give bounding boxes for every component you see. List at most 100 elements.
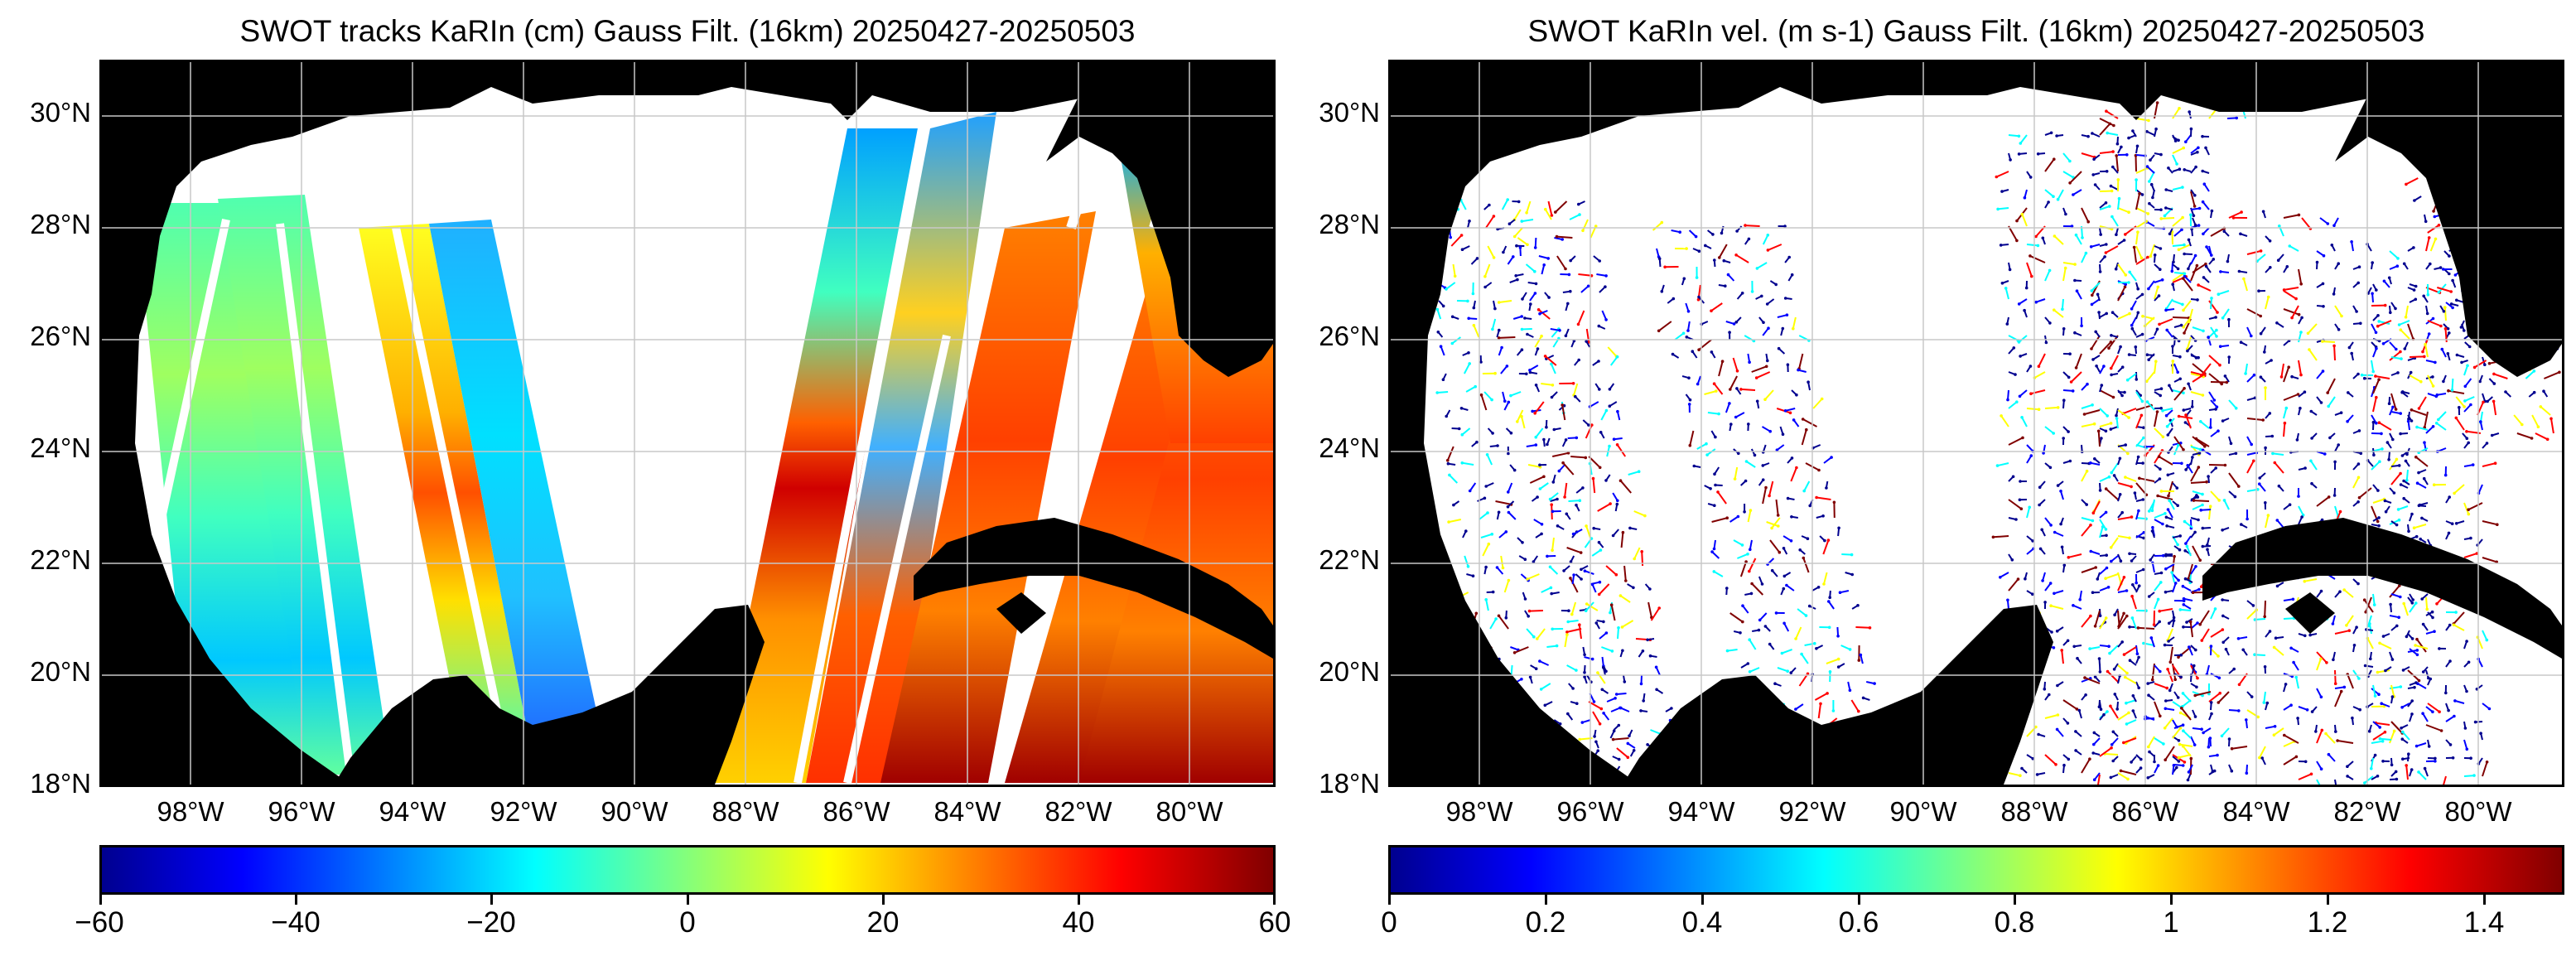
velocity-arrow-head (2141, 567, 2145, 572)
velocity-arrow-head (2155, 410, 2159, 413)
velocity-arrow-head (2014, 373, 2017, 376)
velocity-arrow-head (2048, 693, 2051, 697)
velocity-arrow (2372, 348, 2377, 358)
velocity-arrow-head (1797, 368, 1800, 372)
velocity-arrow-head (1695, 276, 1699, 279)
velocity-arrow-head (2125, 589, 2129, 592)
velocity-arrow-head (2382, 279, 2386, 283)
velocity-arrow-head (2384, 669, 2387, 673)
velocity-arrow (2117, 577, 2125, 592)
velocity-arrow-head (2357, 429, 2361, 432)
velocity-arrow-head (2387, 402, 2391, 406)
velocity-arrow (2044, 754, 2057, 765)
velocity-arrow (2265, 514, 2270, 529)
velocity-arrow (2417, 482, 2427, 489)
velocity-arrow-head (2085, 469, 2089, 473)
velocity-arrow (2210, 297, 2212, 310)
velocity-arrow-head (2395, 347, 2398, 351)
velocity-arrow-head (2210, 254, 2213, 257)
velocity-arrow-head (2170, 269, 2174, 273)
velocity-arrow (1620, 532, 1624, 548)
velocity-arrow-head (2211, 770, 2215, 774)
lat-label-26n: 26°N (30, 321, 91, 351)
velocity-arrow-head (2300, 515, 2303, 519)
velocity-arrow-head (2146, 776, 2150, 780)
velocity-arrow-head (2205, 480, 2208, 484)
velocity-arrow-head (2165, 424, 2169, 428)
velocity-arrow-head (2052, 646, 2056, 650)
velocity-arrow-head (1520, 327, 1524, 331)
velocity-arrow-head (1748, 638, 1751, 641)
velocity-arrow-head (1538, 487, 1542, 490)
velocity-arrow-head (2055, 134, 2058, 138)
velocity-arrow-head (2259, 249, 2263, 253)
velocity-arrow-head (2075, 707, 2079, 711)
velocity-arrow-head (2327, 495, 2331, 499)
velocity-arrow-head (2442, 379, 2445, 384)
velocity-arrow-head (1856, 604, 1860, 607)
velocity-arrow (2334, 669, 2337, 684)
velocity-arrow (1566, 547, 1582, 554)
velocity-arrow-head (2188, 645, 2191, 649)
velocity-arrow-head (1563, 495, 1566, 499)
velocity-arrow (2091, 282, 2101, 292)
velocity-arrow (2135, 193, 2140, 210)
map-ssh[interactable] (99, 60, 1276, 787)
velocity-arrow-head (2263, 615, 2266, 619)
velocity-arrow (2117, 572, 2122, 584)
velocity-arrow-head (1787, 255, 1791, 259)
velocity-arrow-head (1722, 258, 1726, 263)
velocity-arrow-head (1681, 331, 1686, 336)
velocity-arrow-head (2257, 289, 2260, 293)
velocity-arrow-head (1593, 735, 1596, 738)
velocity-arrow (2516, 432, 2532, 439)
velocity-arrow (2405, 765, 2409, 780)
velocity-arrow (2165, 298, 2173, 310)
velocity-arrow-head (2141, 498, 2145, 501)
velocity-arrow-head (1726, 273, 1730, 277)
velocity-arrow-head (2192, 214, 2196, 218)
velocity-arrow-head (2179, 323, 2183, 327)
colorbar-velocity-tick (1858, 895, 1860, 905)
colorbar-velocity-tick (1545, 895, 1547, 905)
velocity-arrow (2208, 506, 2212, 520)
velocity-arrow-head (2037, 408, 2041, 412)
velocity-arrow-head (1616, 409, 1619, 413)
velocity-arrow-head (2115, 417, 2119, 420)
velocity-arrow-head (1744, 224, 1747, 227)
velocity-arrow (2166, 418, 2175, 427)
velocity-arrow-head (1614, 572, 1618, 577)
velocity-arrow-head (2135, 581, 2138, 585)
velocity-arrow-head (2163, 643, 2167, 647)
velocity-arrow-head (2163, 214, 2167, 218)
velocity-arrow-head (1737, 452, 1740, 456)
velocity-arrow-head (1800, 652, 1803, 656)
velocity-arrow (2138, 626, 2155, 630)
velocity-arrow-head (2122, 239, 2126, 242)
velocity-arrow (1745, 461, 1756, 468)
map-velocity[interactable] (1388, 60, 2564, 787)
velocity-arrow (2455, 417, 2465, 431)
velocity-arrow-head (1488, 203, 1491, 207)
velocity-arrow-head (2176, 370, 2179, 374)
velocity-arrow (1801, 654, 1809, 664)
velocity-arrow-head (2210, 297, 2213, 300)
velocity-arrow (2178, 415, 2193, 419)
velocity-arrow-head (1548, 497, 1552, 501)
velocity-arrow (2117, 286, 2126, 302)
velocity-arrow (2164, 746, 2175, 761)
velocity-arrow-head (2038, 547, 2043, 551)
velocity-arrow-head (2407, 752, 2410, 756)
velocity-arrow-head (2091, 173, 2095, 176)
velocity-arrow (1711, 517, 1728, 523)
velocity-arrow-head (1682, 277, 1686, 281)
velocity-arrow-head (2159, 407, 2163, 410)
velocity-arrow-head (2201, 394, 2205, 397)
velocity-arrow-head (2120, 394, 2124, 398)
velocity-arrow (2190, 466, 2200, 482)
velocity-arrow (1529, 365, 1539, 371)
velocity-arrow-head (2115, 233, 2118, 236)
velocity-arrow-head (2414, 297, 2418, 302)
velocity-arrow-head (1804, 614, 1808, 617)
velocity-arrow-head (2086, 134, 2090, 138)
